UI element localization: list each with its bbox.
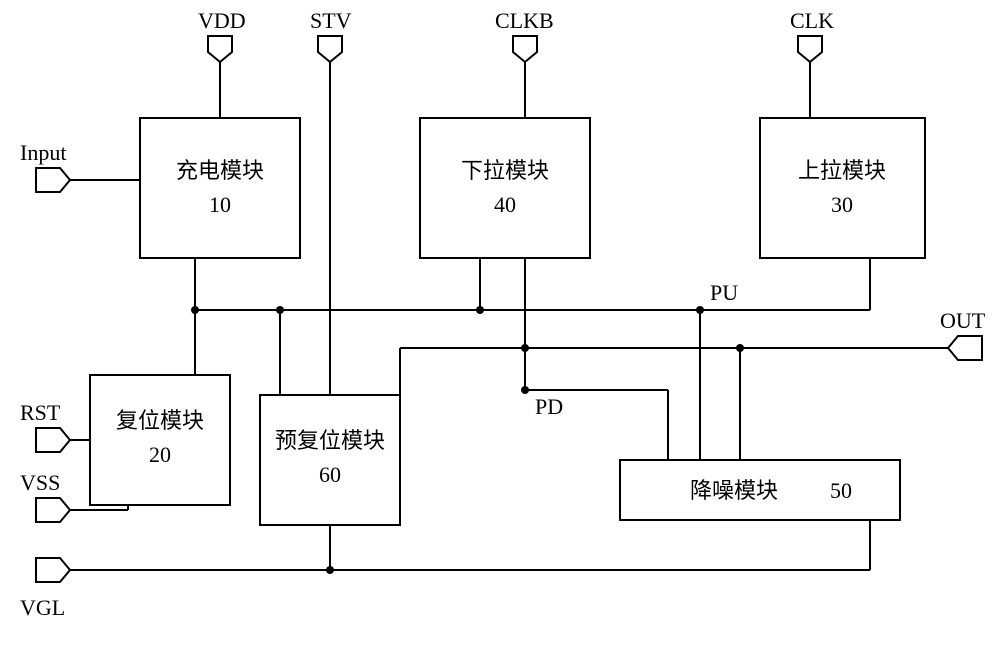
block-label: 上拉模块 <box>798 158 886 183</box>
svg-text:RST: RST <box>20 400 61 425</box>
pin-vss: VSS <box>20 470 70 522</box>
circuit-diagram: 充电模块 10 下拉模块 40 上拉模块 30 复位模块 20 预复位模块 60… <box>0 0 1000 672</box>
net-label-pd: PD <box>535 394 563 419</box>
block-noise-50: 降噪模块 50 <box>620 460 900 520</box>
svg-text:Input: Input <box>20 140 66 165</box>
block-num: 40 <box>494 192 516 217</box>
block-label: 预复位模块 <box>275 428 385 453</box>
pin-clk: CLK <box>790 8 834 62</box>
svg-text:STV: STV <box>310 8 352 33</box>
pin-rst: RST <box>20 400 70 452</box>
pin-vgl: VGL <box>20 558 70 620</box>
pin-vdd: VDD <box>198 8 246 62</box>
block-reset-20: 复位模块 20 <box>90 375 230 505</box>
svg-text:CLKB: CLKB <box>495 8 554 33</box>
pin-clkb: CLKB <box>495 8 554 62</box>
svg-text:CLK: CLK <box>790 8 834 33</box>
net-label-pu: PU <box>710 280 738 305</box>
svg-text:OUT: OUT <box>940 308 986 333</box>
svg-text:VDD: VDD <box>198 8 246 33</box>
svg-text:VGL: VGL <box>20 595 65 620</box>
block-label: 复位模块 <box>116 408 204 433</box>
block-num: 10 <box>209 192 231 217</box>
block-num: 50 <box>830 478 852 503</box>
block-charging-10: 充电模块 10 <box>140 118 300 258</box>
block-pulldown-40: 下拉模块 40 <box>420 118 590 258</box>
svg-text:VSS: VSS <box>20 470 60 495</box>
block-label: 充电模块 <box>176 158 264 183</box>
block-num: 20 <box>149 442 171 467</box>
block-num: 60 <box>319 462 341 487</box>
block-num: 30 <box>831 192 853 217</box>
pin-input: Input <box>20 140 70 192</box>
block-label: 下拉模块 <box>461 158 549 183</box>
pin-out: OUT <box>940 308 986 360</box>
pin-stv: STV <box>310 8 352 62</box>
block-prereset-60: 预复位模块 60 <box>260 395 400 525</box>
block-pullup-30: 上拉模块 30 <box>760 118 925 258</box>
block-label: 降噪模块 <box>690 478 778 503</box>
